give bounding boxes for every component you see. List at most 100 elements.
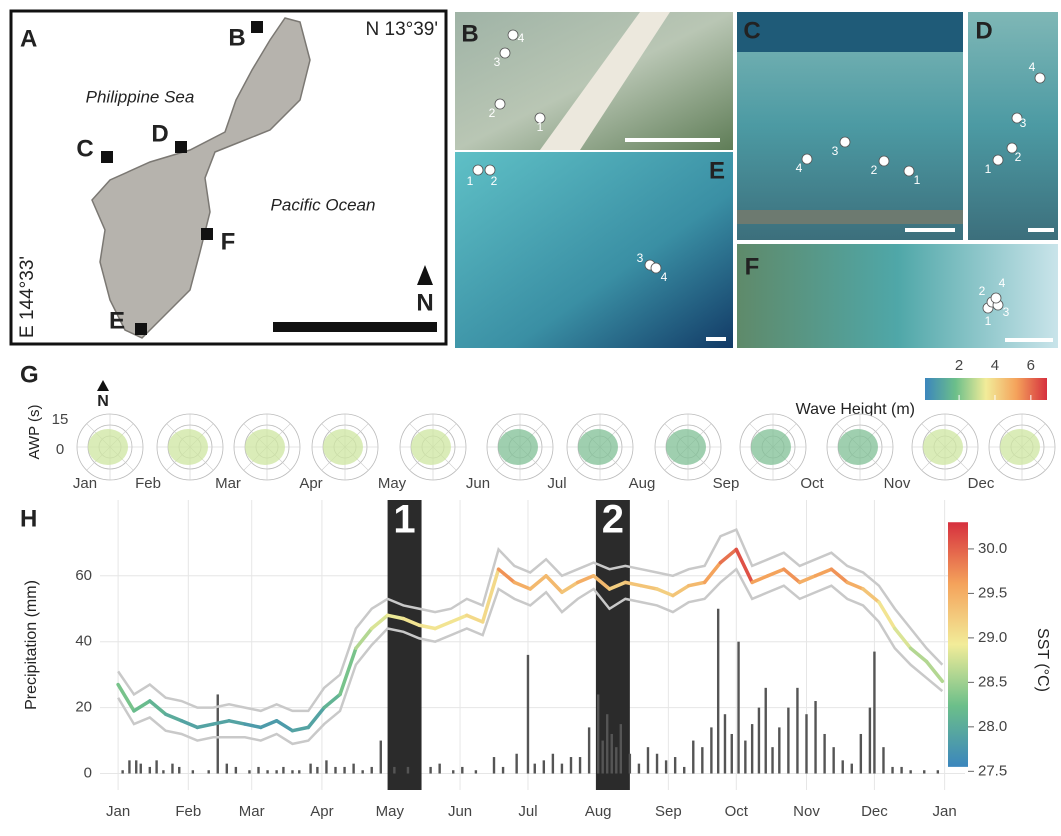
site-marker (135, 323, 147, 335)
x-tick-label: Jun (448, 803, 472, 820)
wave-density (88, 429, 128, 465)
site-point (473, 165, 483, 175)
precip-bar (316, 767, 318, 774)
y2-tick-label: 28.0 (978, 718, 1007, 735)
precip-bar (842, 760, 844, 773)
precip-bar (674, 757, 676, 773)
site-point (500, 48, 510, 58)
site-number: 2 (979, 284, 986, 298)
precip-bar (561, 764, 563, 774)
precip-bar (891, 767, 893, 774)
plot-area (100, 500, 965, 790)
x-tick-label: Mar (239, 803, 265, 820)
site-point (802, 154, 812, 164)
y2-axis-title: SST (°C) (1034, 628, 1051, 692)
precip-bar (343, 767, 345, 774)
precip-bar (606, 714, 608, 773)
wave-density (923, 429, 963, 465)
site-number: 1 (985, 162, 992, 176)
site-number: 2 (491, 174, 498, 188)
x-tick-label: Jan (106, 803, 130, 820)
site-number: 4 (999, 276, 1006, 290)
precip-bar (873, 652, 875, 774)
precip-bar (207, 770, 209, 773)
month-label: Sep (713, 475, 740, 492)
precip-bar (162, 770, 164, 773)
precip-bar (758, 708, 760, 774)
site-point (879, 156, 889, 166)
sea-label: Pacific Ocean (271, 195, 376, 214)
panel-label: G (20, 361, 39, 388)
precip-bar (155, 760, 157, 773)
site-marker (175, 141, 187, 153)
precip-bar (737, 642, 739, 774)
precip-bar (814, 701, 816, 774)
x-tick-label: Jan (933, 803, 957, 820)
site-point (904, 166, 914, 176)
precip-bar (869, 708, 871, 774)
precip-bar (461, 767, 463, 774)
scale-bar (905, 228, 955, 232)
site-point (651, 263, 661, 273)
site-point (508, 30, 518, 40)
y2-tick-label: 28.5 (978, 673, 1007, 690)
precip-bar (710, 727, 712, 773)
precip-bar (282, 767, 284, 774)
precip-bar (266, 770, 268, 773)
colorbar-tick-label: 2 (955, 357, 963, 374)
panel-label: E (709, 157, 725, 184)
wave-density (411, 429, 451, 465)
north-arrow (97, 380, 109, 391)
wave-density (245, 429, 285, 465)
precip-bar (407, 767, 409, 774)
x-tick-label: Feb (175, 803, 201, 820)
site-number: 1 (914, 173, 921, 187)
panel-label: C (743, 17, 760, 44)
wave-density (578, 429, 618, 465)
precip-bar (192, 770, 194, 773)
precip-bar (701, 747, 703, 773)
precip-bar (751, 724, 753, 773)
scale-bar (1005, 338, 1053, 342)
month-label: Oct (800, 475, 824, 492)
site-number: 1 (467, 174, 474, 188)
site-point (495, 99, 505, 109)
period-label: 2 (602, 498, 624, 542)
precip-bar (805, 714, 807, 773)
north-label: N (416, 289, 433, 316)
y2-tick-label: 27.5 (978, 762, 1007, 779)
precip-bar (665, 760, 667, 773)
precip-bar (438, 764, 440, 774)
precip-bar (429, 767, 431, 774)
precip-bar (452, 770, 454, 773)
precip-bar (717, 609, 719, 774)
x-tick-label: Nov (793, 803, 820, 820)
site-number: 3 (494, 55, 501, 69)
site-point (991, 293, 1001, 303)
r-tick-label: 0 (56, 441, 64, 458)
precip-bar (731, 734, 733, 774)
panel-label: B (461, 20, 478, 47)
precip-bar (771, 747, 773, 773)
precip-bar (692, 741, 694, 774)
precip-bar (765, 688, 767, 774)
site-number: 2 (489, 106, 496, 120)
month-label: Jan (73, 475, 97, 492)
site-point (1035, 73, 1045, 83)
wave-density (666, 429, 706, 465)
y-label: AWP (s) (26, 404, 43, 459)
precip-bar (298, 770, 300, 773)
precip-bar (778, 727, 780, 773)
satellite-image (968, 12, 1058, 240)
precip-bar (527, 655, 529, 774)
precip-bar (787, 708, 789, 774)
site-number: 1 (985, 314, 992, 328)
wave-density (751, 429, 791, 465)
site-number: 3 (832, 144, 839, 158)
precip-bar (647, 747, 649, 773)
precip-bar (135, 760, 137, 773)
shore (737, 210, 963, 224)
precip-bar (149, 767, 151, 774)
precip-bar (629, 754, 631, 774)
panel-label: H (20, 505, 37, 532)
